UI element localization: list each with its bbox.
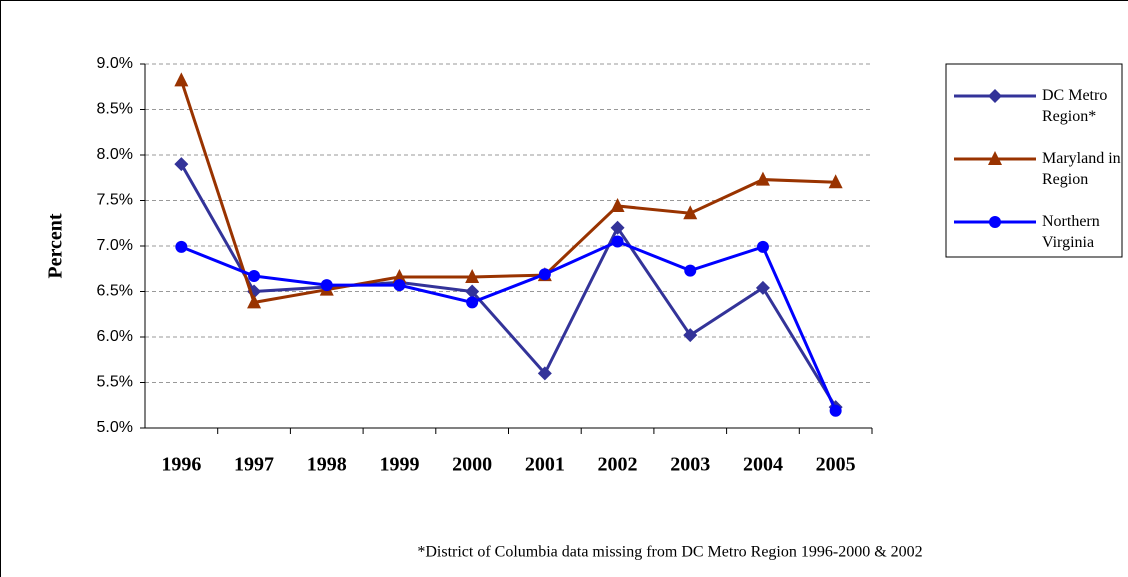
marker <box>756 240 769 253</box>
x-tick-label: 1998 <box>307 454 347 476</box>
marker <box>755 171 770 186</box>
x-tick-label: 2002 <box>598 454 638 476</box>
marker <box>174 72 189 87</box>
footnote: *District of Columbia data missing from … <box>417 544 922 561</box>
y-tick-label: 8.5% <box>97 101 133 118</box>
marker <box>393 279 406 292</box>
y-tick-label: 9.0% <box>97 55 133 72</box>
legend-label: DC Metro Region* <box>1042 87 1108 125</box>
marker <box>988 89 1002 103</box>
y-tick-label: 8.0% <box>97 146 133 163</box>
series-line <box>180 163 837 408</box>
marker <box>320 279 333 292</box>
x-tick-label: 2001 <box>525 454 565 476</box>
x-tick-label: 2003 <box>670 454 710 476</box>
marker <box>175 240 188 253</box>
marker <box>174 157 189 172</box>
x-tick-label: 2005 <box>816 454 856 476</box>
y-axis-label: Percent <box>45 213 67 278</box>
marker <box>610 220 625 235</box>
marker <box>683 205 698 220</box>
marker <box>392 268 407 283</box>
y-tick-label: 6.5% <box>97 283 133 300</box>
marker <box>684 264 697 277</box>
marker <box>465 268 480 283</box>
marker <box>610 197 625 212</box>
marker <box>538 268 551 281</box>
y-tick-label: 6.0% <box>97 328 133 345</box>
marker <box>683 328 698 343</box>
x-tick-label: 1999 <box>379 454 419 476</box>
marker <box>988 151 1002 165</box>
marker <box>248 270 261 283</box>
legend-label: Northern Virginia <box>1042 213 1100 251</box>
x-tick-label: 2000 <box>452 454 492 476</box>
marker <box>247 294 262 309</box>
y-tick-label: 7.0% <box>97 237 133 254</box>
series-line <box>180 239 838 412</box>
marker <box>611 235 624 248</box>
marker <box>537 366 552 381</box>
legend-label: Maryland in Region <box>1042 150 1121 188</box>
y-tick-label: 5.0% <box>97 419 133 436</box>
marker <box>828 174 843 189</box>
marker <box>989 216 1001 228</box>
y-tick-label: 5.5% <box>97 374 133 391</box>
series-line <box>179 79 836 305</box>
marker <box>755 280 770 295</box>
marker <box>465 284 480 299</box>
x-tick-label: 2004 <box>743 454 783 476</box>
x-tick-label: 1997 <box>234 454 274 476</box>
marker <box>829 404 842 417</box>
marker <box>466 296 479 309</box>
x-tick-label: 1996 <box>161 454 201 476</box>
y-tick-label: 7.5% <box>97 192 133 209</box>
